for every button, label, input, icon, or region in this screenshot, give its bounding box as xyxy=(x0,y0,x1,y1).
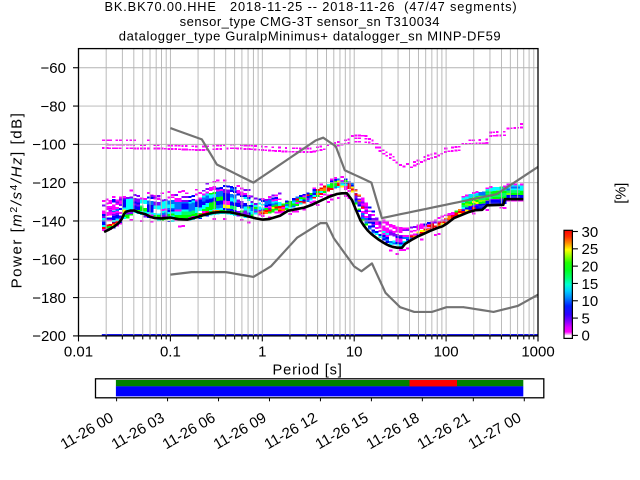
svg-text:−80: −80 xyxy=(41,98,66,115)
svg-text:−100: −100 xyxy=(32,137,66,154)
svg-text:1000: 1000 xyxy=(521,344,554,361)
svg-text:10: 10 xyxy=(582,293,599,310)
svg-text:Period [s]: Period [s] xyxy=(273,363,343,379)
svg-text:1: 1 xyxy=(258,344,266,361)
svg-text:−60: −60 xyxy=(41,60,66,77)
svg-text:15: 15 xyxy=(582,276,599,293)
svg-text:10: 10 xyxy=(346,344,363,361)
svg-text:datalogger_type GuralpMinimus+: datalogger_type GuralpMinimus+ datalogge… xyxy=(119,28,502,43)
svg-text:Power [m2/s4/Hz] [dB]: Power [m2/s4/Hz] [dB] xyxy=(8,112,26,289)
svg-text:BK.BK70.00.HHE 2018-11-25 --: BK.BK70.00.HHE 2018-11-25 -- 2018-11-26 … xyxy=(104,0,517,14)
svg-text:30: 30 xyxy=(582,224,599,241)
svg-text:0: 0 xyxy=(582,328,590,345)
svg-text:sensor_type CMG-3T sensor_sn T: sensor_type CMG-3T sensor_sn T310034 xyxy=(180,14,440,29)
svg-text:0.1: 0.1 xyxy=(160,344,181,361)
svg-text:[%]: [%] xyxy=(613,183,629,204)
svg-text:20: 20 xyxy=(582,258,599,275)
svg-text:0.01: 0.01 xyxy=(64,344,93,361)
svg-text:25: 25 xyxy=(582,241,599,258)
svg-text:−180: −180 xyxy=(32,290,66,307)
svg-text:−120: −120 xyxy=(32,175,66,192)
svg-text:−140: −140 xyxy=(32,213,66,230)
svg-text:5: 5 xyxy=(582,310,590,327)
svg-text:100: 100 xyxy=(434,344,459,361)
svg-text:−200: −200 xyxy=(32,328,66,345)
svg-text:−160: −160 xyxy=(32,252,66,269)
